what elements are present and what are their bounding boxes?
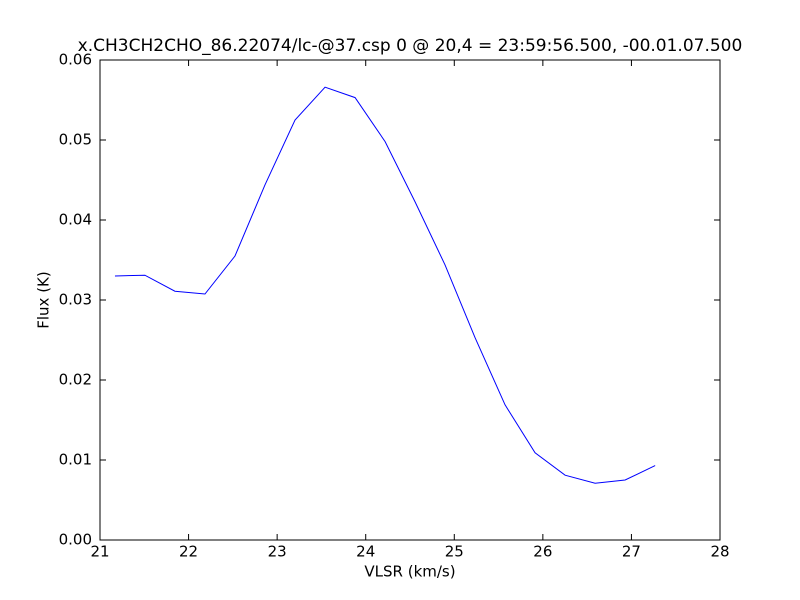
y-tick-label: 0.04	[59, 211, 92, 229]
x-tick-label: 25	[445, 543, 464, 561]
x-tick-label: 26	[533, 543, 552, 561]
y-tick-label: 0.06	[59, 51, 92, 69]
chart-title: x.CH3CH2CHO_86.22074/lc-@37.csp 0 @ 20,4…	[78, 36, 743, 56]
y-tick-label: 0.00	[59, 531, 92, 549]
x-axis-label: VLSR (km/s)	[364, 563, 455, 581]
x-tick-label: 21	[90, 543, 109, 561]
x-tick-label: 28	[710, 543, 729, 561]
x-tick-label: 27	[622, 543, 641, 561]
line-series	[114, 86, 656, 484]
y-tick-label: 0.03	[59, 291, 92, 309]
y-tick-label: 0.01	[59, 451, 92, 469]
x-tick-label: 23	[268, 543, 287, 561]
y-tick-label: 0.02	[59, 371, 92, 389]
y-axis-label: Flux (K)	[35, 271, 53, 329]
y-tick-label: 0.05	[59, 131, 92, 149]
x-tick-label: 24	[356, 543, 375, 561]
x-tick-label: 22	[179, 543, 198, 561]
